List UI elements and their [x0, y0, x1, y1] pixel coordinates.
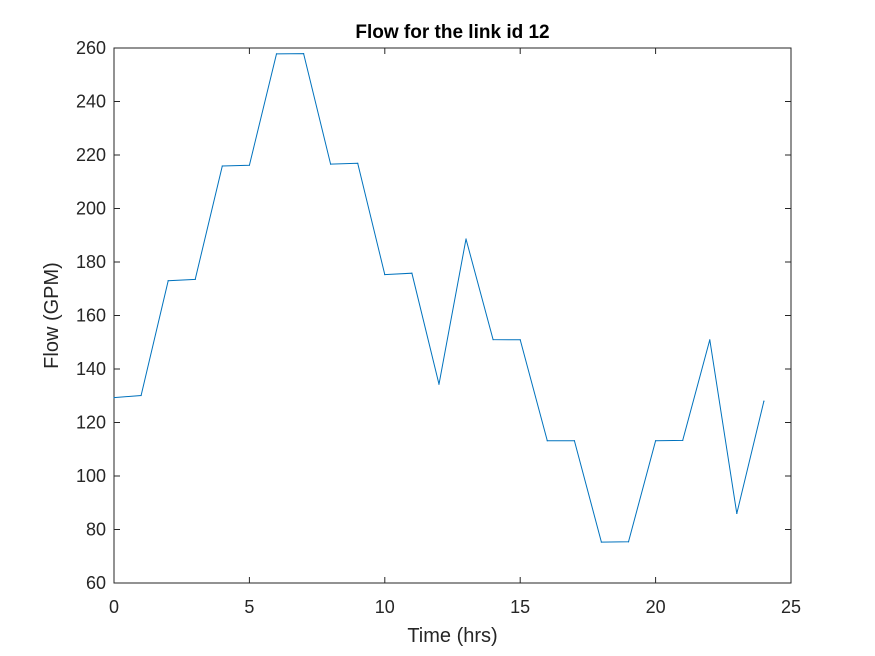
data-point — [465, 238, 467, 240]
y-tick-label: 160 — [76, 306, 106, 326]
x-tick-label: 10 — [375, 597, 395, 617]
data-point — [411, 272, 413, 274]
data-point — [248, 164, 250, 166]
data-point — [275, 53, 278, 55]
data-point — [655, 440, 657, 442]
x-tick-label: 0 — [109, 597, 119, 617]
data-point — [682, 439, 684, 442]
x-tick-label: 20 — [646, 597, 666, 617]
data-point — [330, 163, 332, 165]
data-point — [573, 440, 575, 442]
chart-title: Flow for the link id 12 — [355, 22, 549, 43]
y-tick-label: 240 — [76, 92, 106, 112]
data-point — [113, 397, 115, 399]
data-point — [492, 338, 494, 341]
y-tick-label: 120 — [76, 413, 106, 433]
data-point — [302, 53, 305, 55]
x-tick-label: 15 — [510, 597, 530, 617]
y-tick-label: 220 — [76, 145, 106, 165]
data-point — [384, 273, 386, 276]
y-tick-label: 200 — [76, 199, 106, 219]
y-axis: 60 80 100 120 140 160 180 200 220 240 260 — [76, 38, 791, 593]
data-point — [140, 394, 142, 397]
y-axis-label: Flow (GPM) — [41, 262, 63, 369]
y-tick-label: 100 — [76, 466, 106, 486]
data-point — [600, 541, 603, 543]
y-tick-label: 180 — [76, 252, 106, 272]
y-tick-label: 260 — [76, 38, 106, 58]
x-tick-label: 5 — [244, 597, 254, 617]
axes-box — [113, 47, 792, 584]
data-point — [709, 339, 711, 341]
data-point — [546, 440, 548, 442]
y-tick-label: 60 — [86, 573, 106, 593]
data-point — [167, 280, 169, 282]
data-point — [357, 162, 359, 164]
x-tick-label: 25 — [781, 597, 801, 617]
x-axis: 0 5 10 15 20 25 — [109, 48, 801, 617]
y-tick-label: 80 — [86, 520, 106, 540]
data-point — [519, 339, 521, 341]
data-point — [221, 165, 223, 167]
data-point — [736, 512, 738, 515]
data-point — [627, 541, 630, 543]
y-tick-label: 140 — [76, 359, 106, 379]
series-layer — [113, 53, 765, 543]
data-point — [438, 383, 440, 385]
data-point — [763, 400, 765, 402]
x-axis-label: Time (hrs) — [407, 625, 497, 647]
data-point — [194, 278, 196, 280]
